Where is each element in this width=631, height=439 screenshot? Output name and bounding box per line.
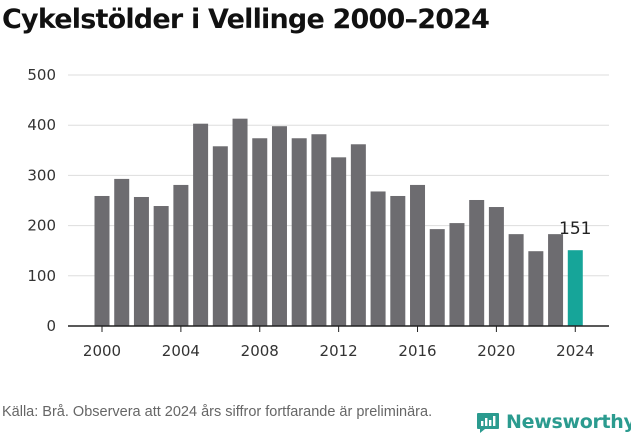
y-tick-label: 500 (27, 66, 56, 84)
bar (252, 138, 268, 326)
x-tick-label: 2008 (241, 342, 279, 360)
bar (173, 184, 189, 326)
data-label: 151 (559, 219, 591, 239)
bar (469, 199, 485, 326)
bar (331, 157, 347, 326)
y-tick-label: 200 (27, 217, 56, 235)
bar (390, 195, 406, 326)
y-tick-label: 100 (27, 267, 56, 285)
x-axis: 2000 2004 2008 2012 2016 2020 2024 (83, 326, 594, 360)
y-tick-label: 400 (27, 116, 56, 134)
x-tick-label: 2000 (83, 342, 121, 360)
bar (291, 138, 307, 326)
bar (94, 195, 110, 326)
source-note: Källa: Brå. Observera att 2024 års siffr… (2, 404, 433, 420)
bar-highlight (567, 250, 583, 326)
data-labels: 151 (559, 219, 591, 239)
bar (114, 178, 130, 326)
bars (94, 118, 583, 326)
x-tick-label: 2004 (162, 342, 200, 360)
bar (271, 126, 287, 326)
newsworthy-logo-icon (477, 413, 499, 433)
y-tick-label: 300 (27, 166, 56, 184)
bar (528, 251, 544, 326)
y-axis: 0 100 200 300 400 500 (27, 66, 56, 335)
bar (429, 229, 445, 326)
x-tick-label: 2016 (398, 342, 436, 360)
x-tick-label: 2020 (477, 342, 515, 360)
brand-name: Newsworthy (506, 411, 631, 433)
brand-logo: Newsworthy (476, 408, 631, 436)
bar (133, 196, 149, 326)
bar-chart: 0 100 200 300 400 500 2000 2004 2008 2012 2016 202… (27, 66, 609, 360)
bar (232, 118, 248, 326)
chart-title: Cykelstölder i Vellinge 2000–2024 (2, 4, 490, 35)
bar (350, 144, 366, 326)
bar (449, 223, 465, 326)
bar (212, 146, 228, 326)
bar (410, 184, 426, 326)
x-tick-label: 2024 (556, 342, 594, 360)
bar (548, 234, 564, 326)
bar (488, 207, 504, 326)
bar (311, 134, 327, 326)
y-tick-label: 0 (46, 317, 56, 335)
bar (370, 191, 386, 326)
bar (153, 206, 169, 326)
bar (193, 123, 209, 326)
x-tick-label: 2012 (320, 342, 358, 360)
bar (508, 234, 524, 326)
